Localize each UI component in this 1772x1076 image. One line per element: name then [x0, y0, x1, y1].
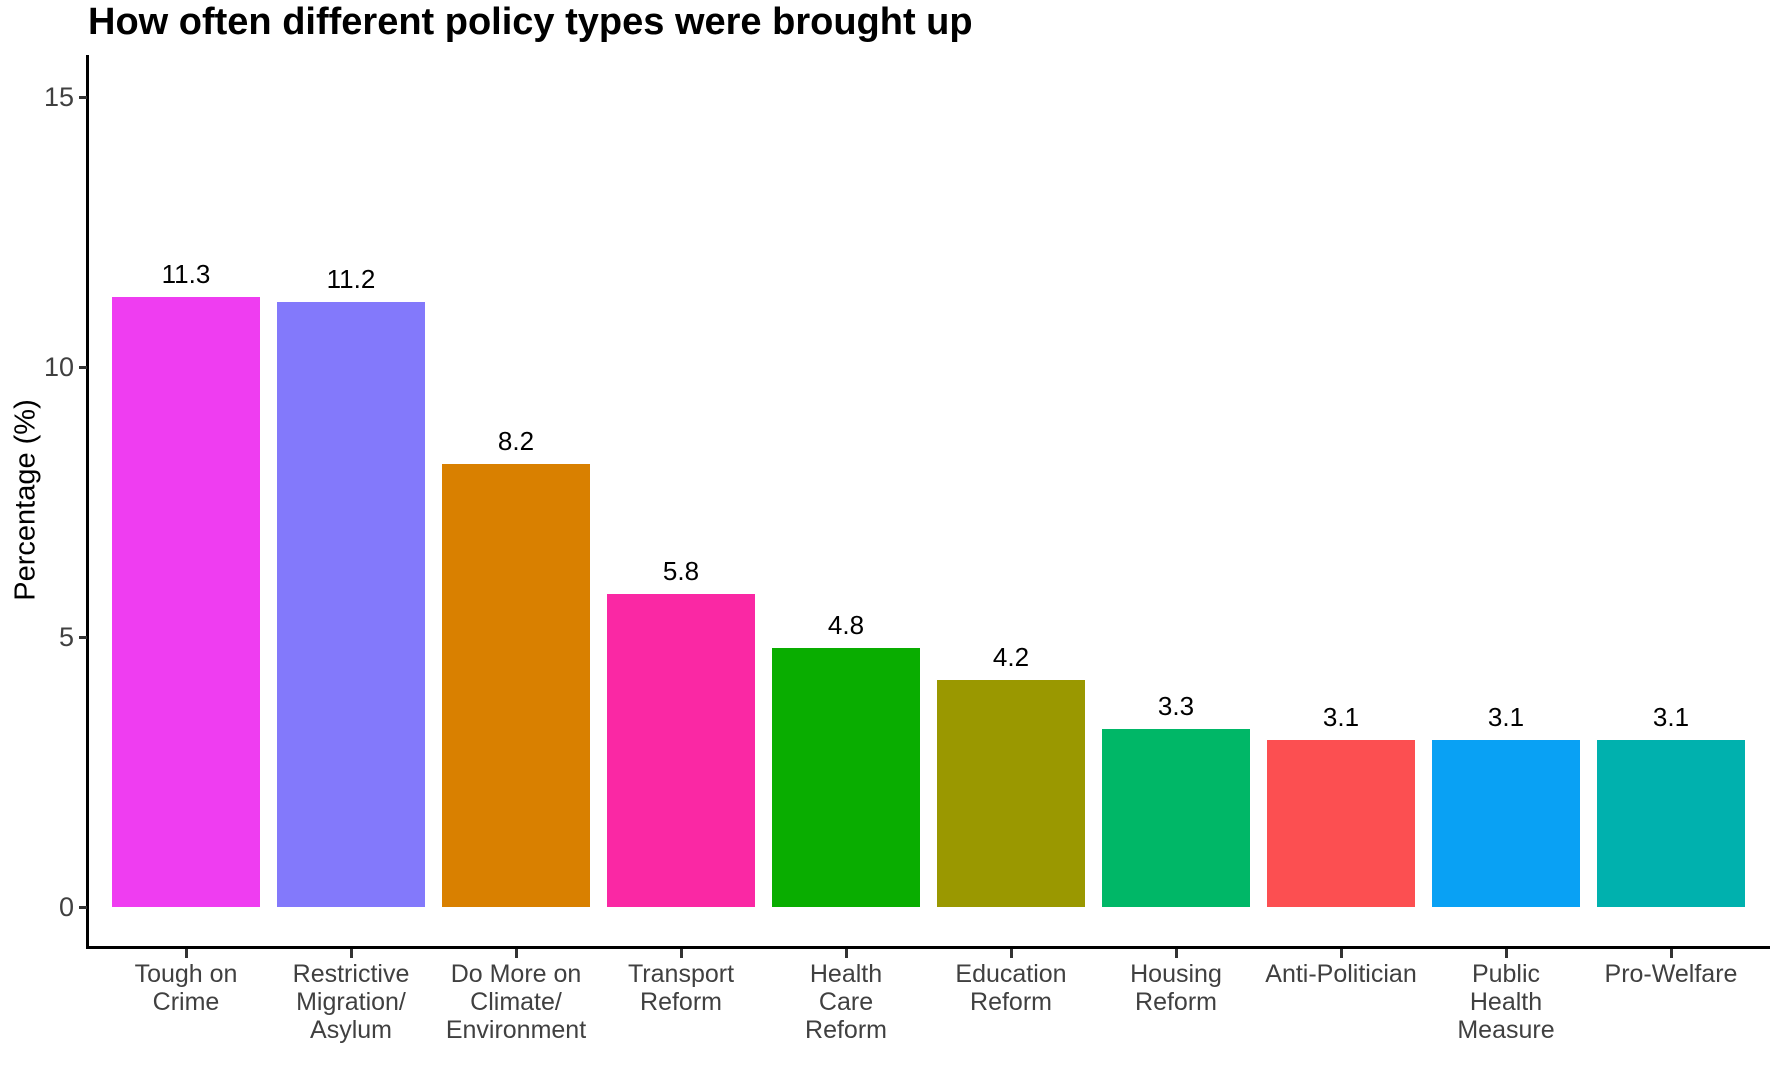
y-tick-label: 10 [43, 352, 74, 382]
x-category-label-line: Anti-Politician [1265, 960, 1417, 988]
bar-value-label: 4.2 [992, 642, 1030, 673]
bar [112, 296, 260, 907]
x-tick [185, 949, 188, 958]
x-category-label-line: Restrictive [292, 960, 410, 988]
bar-value-label: 3.3 [1157, 690, 1195, 721]
x-category-label-line: Pro-Welfare [1604, 960, 1738, 988]
x-category-label: Tough on Crime [71, 960, 301, 1016]
x-category-label: Anti-Politician [1226, 960, 1456, 988]
bar [1267, 739, 1415, 907]
bar [937, 680, 1085, 907]
x-category-label-line: Care [818, 988, 874, 1016]
x-tick [1010, 949, 1013, 958]
bar-value-label: 3.1 [1487, 701, 1525, 732]
x-category-label: Health Care Reform [731, 960, 961, 1044]
y-tick-label: 15 [43, 82, 74, 112]
bar [607, 593, 755, 907]
y-tick [79, 906, 87, 909]
x-category-label-line: Do More on [450, 960, 582, 988]
bar [1432, 739, 1580, 907]
x-category-label-line: Asylum [310, 1016, 392, 1044]
x-category-label: Do More on Climate/Environment [401, 960, 631, 1044]
bar-value-label: 11.3 [161, 258, 211, 289]
x-tick [515, 949, 518, 958]
x-category-label-line: Climate/ [470, 988, 562, 1016]
bar [442, 464, 590, 907]
x-tick [1340, 949, 1343, 958]
y-tick [79, 636, 87, 639]
x-category-label-line: Measure [1457, 1016, 1555, 1044]
y-axis-label: Percentage (%) [9, 399, 42, 601]
chart-title: How often different policy types were br… [88, 1, 973, 43]
bar [277, 302, 425, 907]
x-category-label-line: Education [955, 960, 1067, 988]
y-tick [79, 96, 87, 99]
x-category-label-line: Public [1471, 960, 1541, 988]
x-tick [680, 949, 683, 958]
bar-value-label: 3.1 [1652, 701, 1690, 732]
x-category-label-line: Tough on [134, 960, 238, 988]
x-category-label-line: Reform [1135, 988, 1217, 1016]
x-category-label-line: Reform [805, 1016, 887, 1044]
x-category-label-line: Migration/ [296, 988, 406, 1016]
x-category-label-line: Health [809, 960, 883, 988]
x-category-label-line: Environment [445, 1016, 587, 1044]
bar-value-label: 3.1 [1322, 701, 1360, 732]
y-axis-line [86, 55, 89, 949]
x-category-label-line: Health [1469, 988, 1543, 1016]
x-category-label: Restrictive Migration/Asylum [236, 960, 466, 1044]
x-tick [1175, 949, 1178, 958]
x-category-label: Housing Reform [1061, 960, 1291, 1016]
x-category-label-line: Reform [970, 988, 1052, 1016]
x-category-label: Pro-Welfare [1556, 960, 1772, 988]
x-category-label: Transport Reform [566, 960, 796, 1016]
x-category-label: Public Health Measure [1391, 960, 1621, 1044]
bar [1102, 728, 1250, 907]
x-category-label-line: Reform [640, 988, 722, 1016]
bar [1597, 739, 1745, 907]
x-tick [1670, 949, 1673, 958]
x-category-label-line: Transport [627, 960, 735, 988]
bar-value-label: 4.8 [827, 609, 865, 640]
bar-value-label: 8.2 [497, 426, 535, 457]
x-category-label: Education Reform [896, 960, 1126, 1016]
x-tick [350, 949, 353, 958]
x-tick [845, 949, 848, 958]
y-tick-label: 0 [58, 892, 74, 922]
x-category-label-line: Crime [152, 988, 220, 1016]
bar [772, 647, 920, 907]
y-tick-label: 5 [58, 622, 74, 652]
x-category-label-line: Housing [1130, 960, 1222, 988]
bar-value-label: 5.8 [662, 555, 700, 586]
y-tick [79, 366, 87, 369]
x-axis-line [86, 946, 1770, 949]
bar-value-label: 11.2 [326, 264, 376, 295]
x-tick [1505, 949, 1508, 958]
